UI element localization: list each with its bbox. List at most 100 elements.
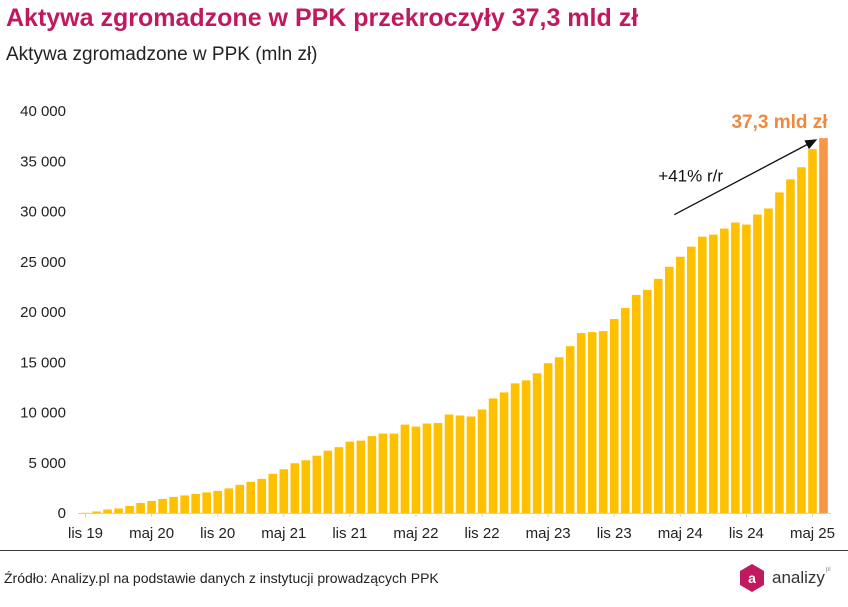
bar <box>554 357 564 513</box>
bar <box>709 234 718 513</box>
bar <box>587 332 597 513</box>
brand-mark: pl <box>825 567 831 573</box>
bar <box>213 490 222 513</box>
bar <box>334 447 344 513</box>
bar <box>345 441 355 513</box>
bar <box>389 433 399 513</box>
bar <box>598 331 608 513</box>
bar <box>720 228 729 513</box>
y-tick-label: 10 000 <box>20 405 66 422</box>
bar <box>631 294 641 513</box>
bar <box>477 409 487 513</box>
bar <box>609 319 619 513</box>
bar <box>136 502 145 513</box>
bar <box>114 508 123 513</box>
x-tick-label: maj 20 <box>129 525 174 542</box>
bar <box>367 436 377 513</box>
bar <box>499 392 509 513</box>
bar-chart: 0 5 000 10 000 15 000 20 000 25 000 30 000 35 0… <box>20 103 835 542</box>
x-tick-label: lis 24 <box>729 525 764 542</box>
bar <box>191 493 200 513</box>
x-tick-label: lis 20 <box>200 525 235 542</box>
bar <box>753 214 762 513</box>
bar <box>92 511 101 513</box>
bar <box>786 179 795 513</box>
chart-title: Aktywa zgromadzone w PPK przekroczyły 37… <box>6 4 639 32</box>
source-note: Źródło: Analizy.pl na podstawie danych z… <box>4 570 439 586</box>
bar <box>224 488 233 513</box>
bar <box>775 192 784 513</box>
bar <box>422 423 432 513</box>
bar <box>653 278 663 513</box>
footer-divider <box>0 550 848 551</box>
bar <box>125 505 134 513</box>
bar <box>532 373 542 513</box>
y-tick-label: 20 000 <box>20 304 66 321</box>
bar <box>808 149 817 513</box>
bar <box>147 500 156 513</box>
bar <box>257 478 267 513</box>
x-tick-label: lis 22 <box>465 525 500 542</box>
y-tick-label: 5 000 <box>28 455 66 472</box>
bar <box>687 246 696 513</box>
bar <box>797 167 806 513</box>
bar <box>323 450 333 513</box>
bar <box>301 460 311 513</box>
svg-text:a: a <box>748 570 756 586</box>
chart-subtitle: Aktywa zgromadzone w PPK (mln zł) <box>6 44 318 65</box>
bar <box>543 363 553 513</box>
bar <box>246 481 256 513</box>
bar <box>103 509 112 513</box>
bar <box>400 424 410 513</box>
growth-annotation: +41% r/r <box>658 167 723 186</box>
y-tick-label: 40 000 <box>20 103 66 120</box>
x-tick-label: maj 21 <box>261 525 306 542</box>
bar <box>488 398 498 513</box>
bar-highlight <box>819 138 828 513</box>
bar <box>510 383 520 513</box>
bar <box>620 307 630 513</box>
y-tick-label: 25 000 <box>20 254 66 271</box>
last-value-annotation: 37,3 mld zł <box>731 112 828 133</box>
bar <box>202 492 211 513</box>
bar <box>455 415 465 513</box>
bar <box>576 333 586 513</box>
bar <box>433 423 443 513</box>
y-tick-label: 35 000 <box>20 153 66 170</box>
bar <box>764 208 773 514</box>
bar <box>268 473 278 513</box>
bar <box>378 433 388 513</box>
analizy-logo-icon: a <box>740 564 764 592</box>
x-tick-label: lis 21 <box>332 525 367 542</box>
bar <box>356 440 366 513</box>
bar <box>642 289 652 513</box>
x-tick-label: lis 19 <box>68 525 103 542</box>
y-tick-label: 30 000 <box>20 204 66 221</box>
x-tick-label: maj 25 <box>790 525 835 542</box>
brand-name: analizy <box>772 568 825 587</box>
bar <box>521 380 531 513</box>
x-axis: lis 19 maj 20 lis 20 maj 21 lis 21 maj 22 lis … <box>68 513 835 542</box>
bar <box>290 463 300 513</box>
y-tick-label: 0 <box>58 505 66 522</box>
bar <box>676 256 685 513</box>
bar <box>565 346 575 513</box>
y-tick-label: 15 000 <box>20 354 66 371</box>
bar <box>235 484 245 513</box>
x-tick-label: maj 23 <box>526 525 571 542</box>
annotations: +41% r/r 37,3 mld zł <box>658 112 828 216</box>
x-tick-label: lis 23 <box>597 525 632 542</box>
bar <box>466 416 476 513</box>
bars-group <box>81 138 828 514</box>
brand-logo: a analizy pl <box>738 563 831 593</box>
bar <box>279 469 289 513</box>
bar <box>158 498 167 513</box>
x-tick-label: maj 24 <box>658 525 703 542</box>
bar <box>742 224 751 513</box>
bar <box>664 266 674 513</box>
x-tick-label: maj 22 <box>393 525 438 542</box>
bar <box>731 222 740 513</box>
bar <box>444 414 454 513</box>
y-axis: 0 5 000 10 000 15 000 20 000 25 000 30 000 35 0… <box>20 103 66 522</box>
bar <box>169 496 178 513</box>
